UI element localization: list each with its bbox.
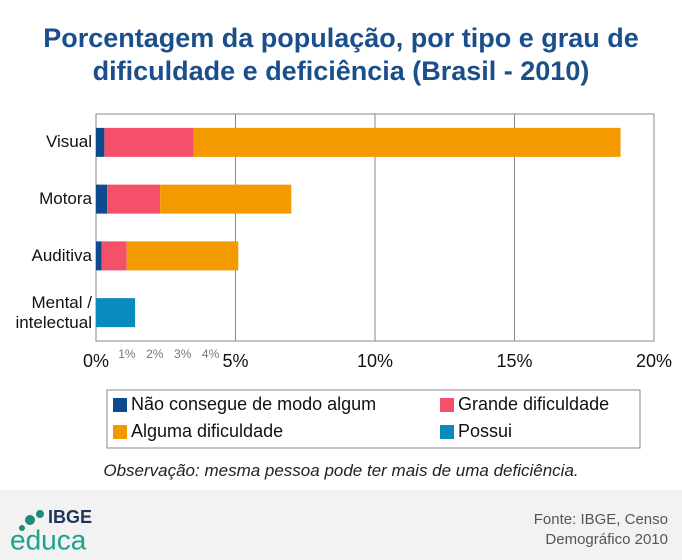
x-tick-label: 20%	[636, 351, 672, 371]
legend-label: Não consegue de modo algum	[131, 394, 376, 414]
y-tick-label: Visual	[46, 132, 92, 152]
x-minor-tick-label: 4%	[202, 347, 220, 361]
legend-box	[106, 389, 641, 449]
bar-segment	[193, 127, 621, 157]
footer-bg	[0, 490, 682, 560]
logo-icon	[19, 510, 44, 531]
note: Observação: mesma pessoa pode ter mais d…	[103, 461, 579, 480]
legend-label: Grande dificuldade	[458, 394, 609, 414]
bar-segment	[126, 241, 239, 271]
bar-segment	[96, 298, 136, 328]
legend-swatch	[113, 425, 127, 439]
legend-label: Alguma dificuldade	[131, 421, 283, 441]
logo-top: IBGE	[48, 507, 92, 527]
x-minor-tick-label: 2%	[146, 347, 164, 361]
y-tick-label: Auditiva	[31, 245, 92, 265]
y-tick-label: Mental / intelectual	[15, 292, 92, 332]
source: Fonte: IBGE, Censo Demográfico 2010	[533, 511, 668, 548]
x-minor-tick-label: 3%	[174, 347, 192, 361]
bar-segment	[104, 127, 194, 157]
y-tick-label: Motora	[39, 189, 92, 209]
bar-segment	[96, 127, 105, 157]
bar-segment	[96, 241, 102, 271]
bar-segment	[96, 184, 108, 214]
legend-swatch	[440, 398, 454, 412]
legend-swatch	[440, 425, 454, 439]
chart-title: Porcentagem da população, por tipo e gra…	[43, 23, 639, 86]
bar-segment	[101, 241, 127, 271]
bar-segment	[160, 184, 292, 214]
x-tick-label: 10%	[357, 351, 393, 371]
x-tick-label: 0%	[83, 351, 109, 371]
bar-segment	[107, 184, 161, 214]
x-tick-label: 5%	[222, 351, 248, 371]
logo-bottom: educa	[10, 524, 87, 555]
legend-swatch	[113, 398, 127, 412]
x-minor-tick-label: 1%	[118, 347, 136, 361]
legend-label: Possui	[458, 421, 512, 441]
x-tick-label: 15%	[496, 351, 532, 371]
